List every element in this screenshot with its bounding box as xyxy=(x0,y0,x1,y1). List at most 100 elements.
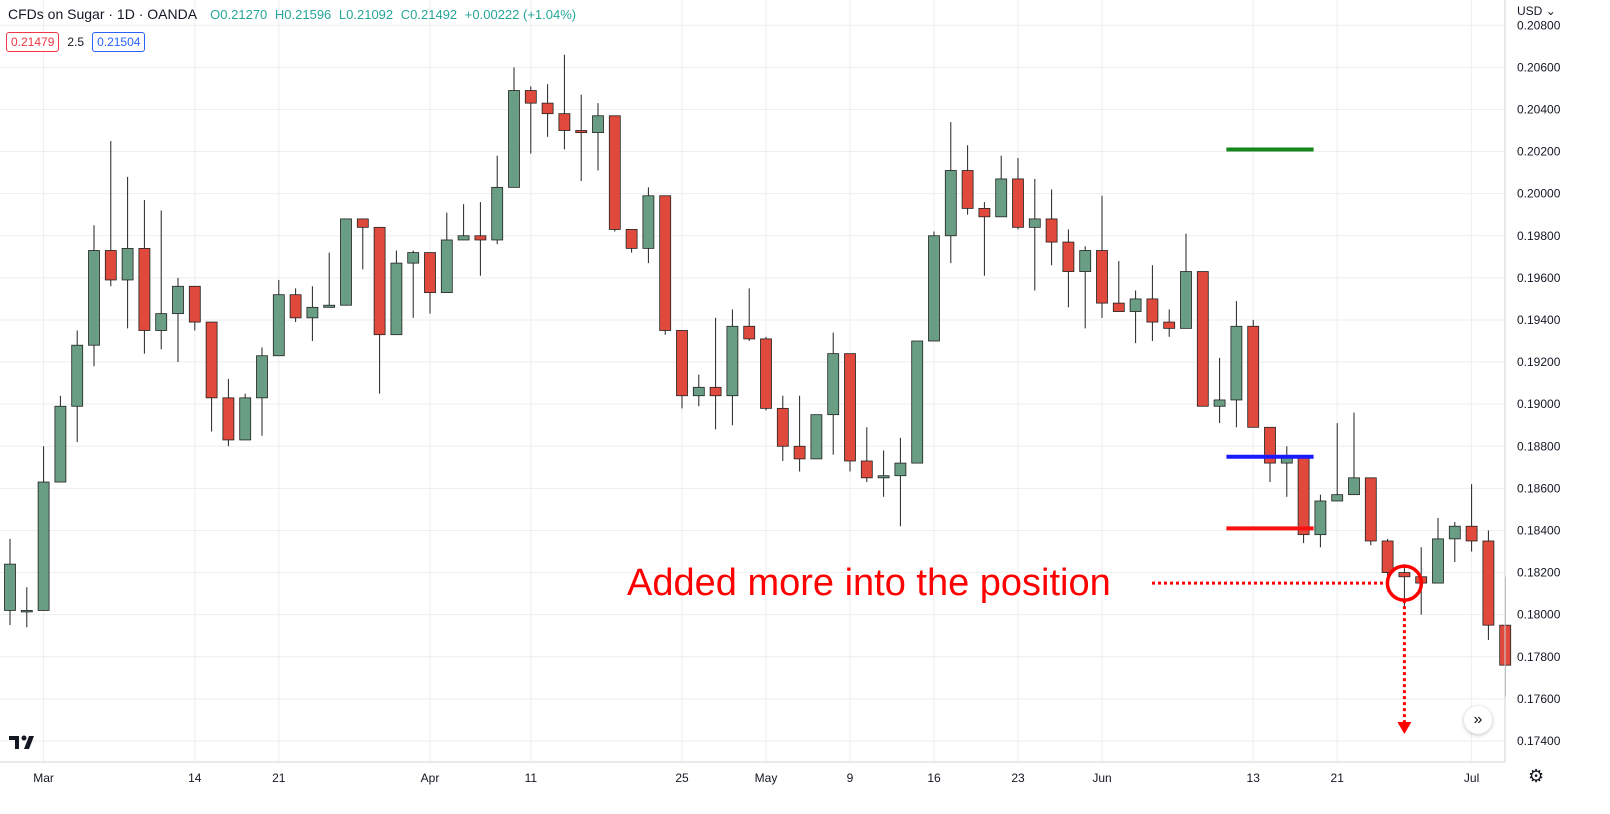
candle-down xyxy=(1012,178,1024,228)
candle-up xyxy=(121,247,134,281)
candle-up xyxy=(877,475,890,479)
buy-price-button[interactable]: 0.21504 xyxy=(92,32,146,52)
date-tick-label: 11 xyxy=(525,771,538,785)
candle-up xyxy=(54,405,67,483)
candle-down xyxy=(709,386,722,397)
candle-down xyxy=(104,250,117,281)
candle-down xyxy=(860,460,873,479)
candle-up xyxy=(1129,298,1142,312)
candle-down xyxy=(659,195,672,331)
date-tick-label: 21 xyxy=(272,771,286,785)
date-tick-label: Mar xyxy=(33,771,54,785)
candle-down xyxy=(1297,456,1310,536)
candle-up xyxy=(592,115,604,134)
date-tick-label: 14 xyxy=(188,771,202,785)
price-tick-label: 0.18400 xyxy=(1517,523,1561,537)
candle-down xyxy=(1146,298,1159,323)
candle-down xyxy=(743,325,756,340)
candle-up xyxy=(944,170,957,237)
candle-down xyxy=(608,115,621,230)
open-value: O0.21270 xyxy=(210,7,268,22)
candle-up xyxy=(491,186,504,241)
candle-up xyxy=(810,414,823,460)
sell-price-button[interactable]: 0.21479 xyxy=(6,32,60,52)
candle-down xyxy=(541,102,554,115)
candle-down xyxy=(356,218,369,228)
candle-down xyxy=(1112,302,1125,312)
candle-up xyxy=(692,386,705,397)
chart-header: CFDs on Sugar · 1D · OANDA O0.21270 H0.2… xyxy=(8,6,580,22)
candle-up xyxy=(911,340,924,464)
tradingview-logo[interactable] xyxy=(9,733,41,756)
change-value: +0.00222 (+1.04%) xyxy=(464,7,577,22)
candle-up xyxy=(726,325,739,397)
annotation-layer: Added more into the position xyxy=(627,562,1424,734)
candle-up xyxy=(71,344,84,407)
grid-lines xyxy=(0,0,1505,762)
high-value: H0.21596 xyxy=(274,7,332,22)
candle-up xyxy=(306,306,319,319)
candle-down xyxy=(188,285,201,323)
candle-up xyxy=(457,235,470,241)
candle-up xyxy=(256,355,268,399)
price-tick-label: 0.19600 xyxy=(1517,271,1561,285)
candle-up xyxy=(1028,218,1041,228)
date-tick-label: 13 xyxy=(1247,771,1261,785)
date-tick-label: 23 xyxy=(1011,771,1025,785)
date-tick-label: May xyxy=(755,771,778,785)
candle-up xyxy=(1079,250,1092,272)
candle-up xyxy=(1448,525,1461,540)
candle-down xyxy=(373,226,386,336)
price-tick-label: 0.19200 xyxy=(1517,355,1561,369)
candle-up xyxy=(172,285,184,315)
candle-down xyxy=(1045,218,1058,243)
settings-button[interactable]: ⚙ xyxy=(1528,766,1544,787)
candle-down xyxy=(793,445,806,460)
candle-down xyxy=(776,407,789,447)
candle-down xyxy=(1364,477,1377,542)
scroll-to-realtime-button[interactable]: » xyxy=(1464,706,1492,734)
chevron-down-icon: ⌄ xyxy=(1545,4,1556,18)
candle-up xyxy=(827,353,840,416)
candle-down xyxy=(1196,271,1209,407)
candle-down xyxy=(1062,241,1075,272)
candle-up xyxy=(928,235,940,342)
candles-layer xyxy=(4,54,1512,697)
candle-down xyxy=(760,338,772,409)
candle-down xyxy=(1381,540,1394,573)
candle-up xyxy=(1314,500,1327,536)
candle-up xyxy=(88,250,100,346)
price-tick-label: 0.20400 xyxy=(1517,102,1561,116)
price-tick-label: 0.20000 xyxy=(1517,187,1561,201)
price-tick-label: 0.19400 xyxy=(1517,313,1561,327)
candle-down xyxy=(138,247,151,331)
candle-down xyxy=(676,330,688,397)
candle-up xyxy=(4,563,16,611)
candle-up xyxy=(1348,477,1360,496)
currency-selector[interactable]: USD ⌄ xyxy=(1517,4,1556,18)
candle-down xyxy=(424,252,436,293)
candle-up xyxy=(1230,325,1243,401)
date-tick-label: 16 xyxy=(927,771,941,785)
candle-down xyxy=(1398,572,1411,578)
candle-up xyxy=(20,610,33,613)
candle-down xyxy=(1247,325,1260,428)
candle-down xyxy=(1264,426,1276,464)
candle-up xyxy=(407,252,420,264)
price-tick-label: 0.17400 xyxy=(1517,734,1561,748)
symbol-title[interactable]: CFDs on Sugar · 1D · OANDA xyxy=(8,6,197,22)
candle-down xyxy=(1096,250,1108,304)
candle-up xyxy=(1213,399,1226,407)
date-tick-label: Jul xyxy=(1464,771,1479,785)
price-tick-label: 0.19800 xyxy=(1517,229,1561,243)
candle-down xyxy=(474,235,487,241)
candle-down xyxy=(978,207,991,218)
date-tick-label: Jun xyxy=(1092,771,1111,785)
candle-down xyxy=(205,321,218,399)
price-tick-label: 0.20800 xyxy=(1517,18,1561,32)
candle-down xyxy=(1163,321,1176,329)
candle-up xyxy=(440,239,453,293)
candle-up xyxy=(155,313,168,331)
quote-row: 0.21479 2.5 0.21504 xyxy=(6,32,146,52)
